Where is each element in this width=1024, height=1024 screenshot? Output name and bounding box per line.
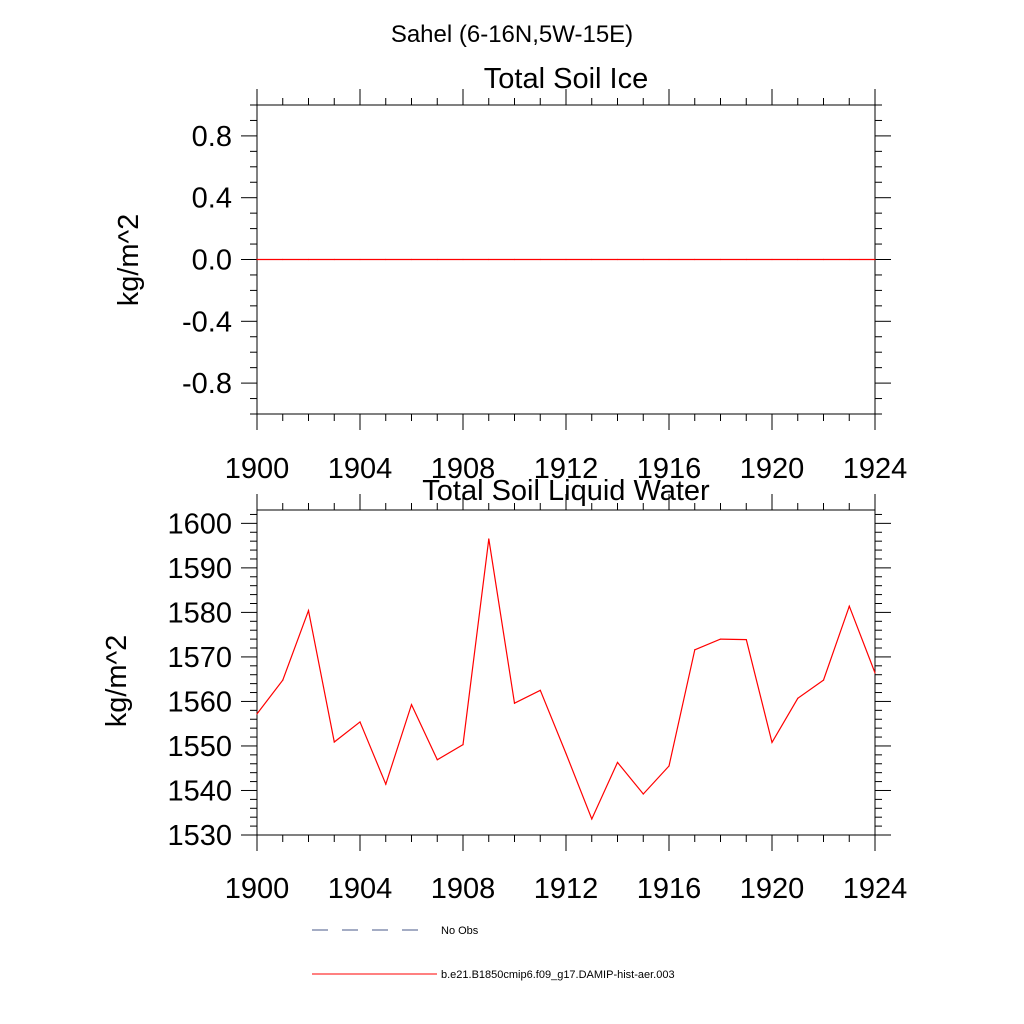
- data-point: [539, 689, 541, 691]
- x-tick-label: 1916: [637, 873, 702, 905]
- data-point: [822, 679, 825, 681]
- data-point: [797, 258, 799, 261]
- data-point: [539, 258, 541, 261]
- data-point: [694, 258, 696, 261]
- x-tick-label: 1908: [431, 453, 496, 485]
- x-tick-label: 1900: [225, 873, 290, 905]
- data-point: [307, 258, 310, 261]
- data-point: [307, 610, 310, 612]
- legend-model-label: b.e21.B1850cmip6.f09_g17.DAMIP-hist-aer.…: [441, 969, 675, 981]
- data-point: [256, 713, 258, 715]
- plot-frame: [256, 509, 876, 836]
- data-point: [616, 761, 619, 764]
- y-tick-label: 1530: [167, 820, 232, 852]
- data-point: [282, 679, 284, 681]
- y-tick-label: 1590: [167, 553, 232, 585]
- panel-total-soil-liquid-water: Total Soil Liquid Water kg/m^2 1900 1904 1…: [101, 475, 907, 905]
- data-point: [745, 638, 747, 641]
- data-point: [745, 258, 747, 261]
- x-tick-label: 1904: [328, 873, 393, 905]
- y-tick-label: 0.0: [192, 245, 232, 277]
- data-point: [565, 752, 567, 755]
- y-tick-label: -0.8: [182, 368, 232, 400]
- data-point: [333, 258, 335, 261]
- data-point: [874, 672, 876, 674]
- data-point: [436, 258, 438, 261]
- data-point: [462, 744, 464, 746]
- data-point: [822, 258, 825, 261]
- x-tick-label: 1900: [225, 453, 290, 485]
- data-point: [591, 258, 593, 261]
- data-point: [668, 258, 670, 261]
- data-point: [848, 258, 850, 261]
- data-point: [719, 258, 722, 261]
- panel-total-soil-ice: Total Soil Ice kg/m^2 1900 1904 1908 1912 19…: [113, 63, 907, 485]
- data-point: [488, 538, 490, 540]
- data-point: [642, 793, 644, 795]
- data-point: [410, 703, 413, 706]
- y-tick-label: 1600: [167, 508, 232, 540]
- region-title: Sahel (6-16N,5W-15E): [391, 21, 633, 48]
- data-point: [694, 649, 696, 651]
- data-point: [359, 258, 361, 261]
- data-point: [771, 741, 773, 743]
- data-point: [848, 605, 850, 607]
- data-point: [333, 741, 335, 743]
- data-point: [591, 818, 593, 820]
- y-tick-label: 1550: [167, 731, 232, 763]
- x-tick-label: 1920: [740, 873, 805, 905]
- data-point: [385, 783, 387, 785]
- data-point: [642, 258, 644, 261]
- legend-obs-label: No Obs: [441, 925, 479, 937]
- x-tick-label: 1904: [328, 453, 393, 485]
- data-point: [436, 759, 438, 761]
- data-point: [797, 697, 799, 699]
- data-point: [513, 258, 516, 261]
- data-point: [359, 721, 361, 723]
- data-point: [282, 258, 284, 261]
- data-point: [616, 258, 619, 261]
- data-point: [256, 258, 258, 261]
- x-tick-label: 1920: [740, 453, 805, 485]
- y-tick-label: 1560: [167, 686, 232, 718]
- y-axis-label: kg/m^2: [113, 214, 145, 307]
- series-line: [256, 538, 876, 821]
- data-point: [719, 638, 722, 640]
- data-point: [874, 258, 876, 261]
- data-point: [385, 258, 387, 261]
- data-point: [462, 258, 464, 261]
- y-tick-label: 1540: [167, 775, 232, 807]
- y-axis-label: kg/m^2: [101, 635, 133, 728]
- data-point: [410, 258, 413, 261]
- x-tick-label: 1924: [843, 453, 908, 485]
- y-tick-label: 0.4: [192, 183, 232, 215]
- y-tick-label: 1570: [167, 642, 232, 674]
- data-point: [513, 702, 516, 704]
- legend: No Obs b.e21.B1850cmip6.f09_g17.DAMIP-hi…: [312, 925, 675, 981]
- data-point: [565, 258, 567, 261]
- x-tick-label: 1916: [637, 453, 702, 485]
- data-point: [668, 765, 670, 767]
- x-tick-label: 1912: [534, 453, 599, 485]
- y-tick-label: 1580: [167, 597, 232, 629]
- x-tick-label: 1908: [431, 873, 496, 905]
- data-point: [771, 258, 773, 261]
- x-tick-label: 1912: [534, 873, 599, 905]
- x-tick-label: 1924: [843, 873, 908, 905]
- y-tick-label: 0.8: [192, 121, 232, 153]
- y-tick-label: -0.4: [182, 306, 232, 338]
- data-point: [488, 258, 490, 261]
